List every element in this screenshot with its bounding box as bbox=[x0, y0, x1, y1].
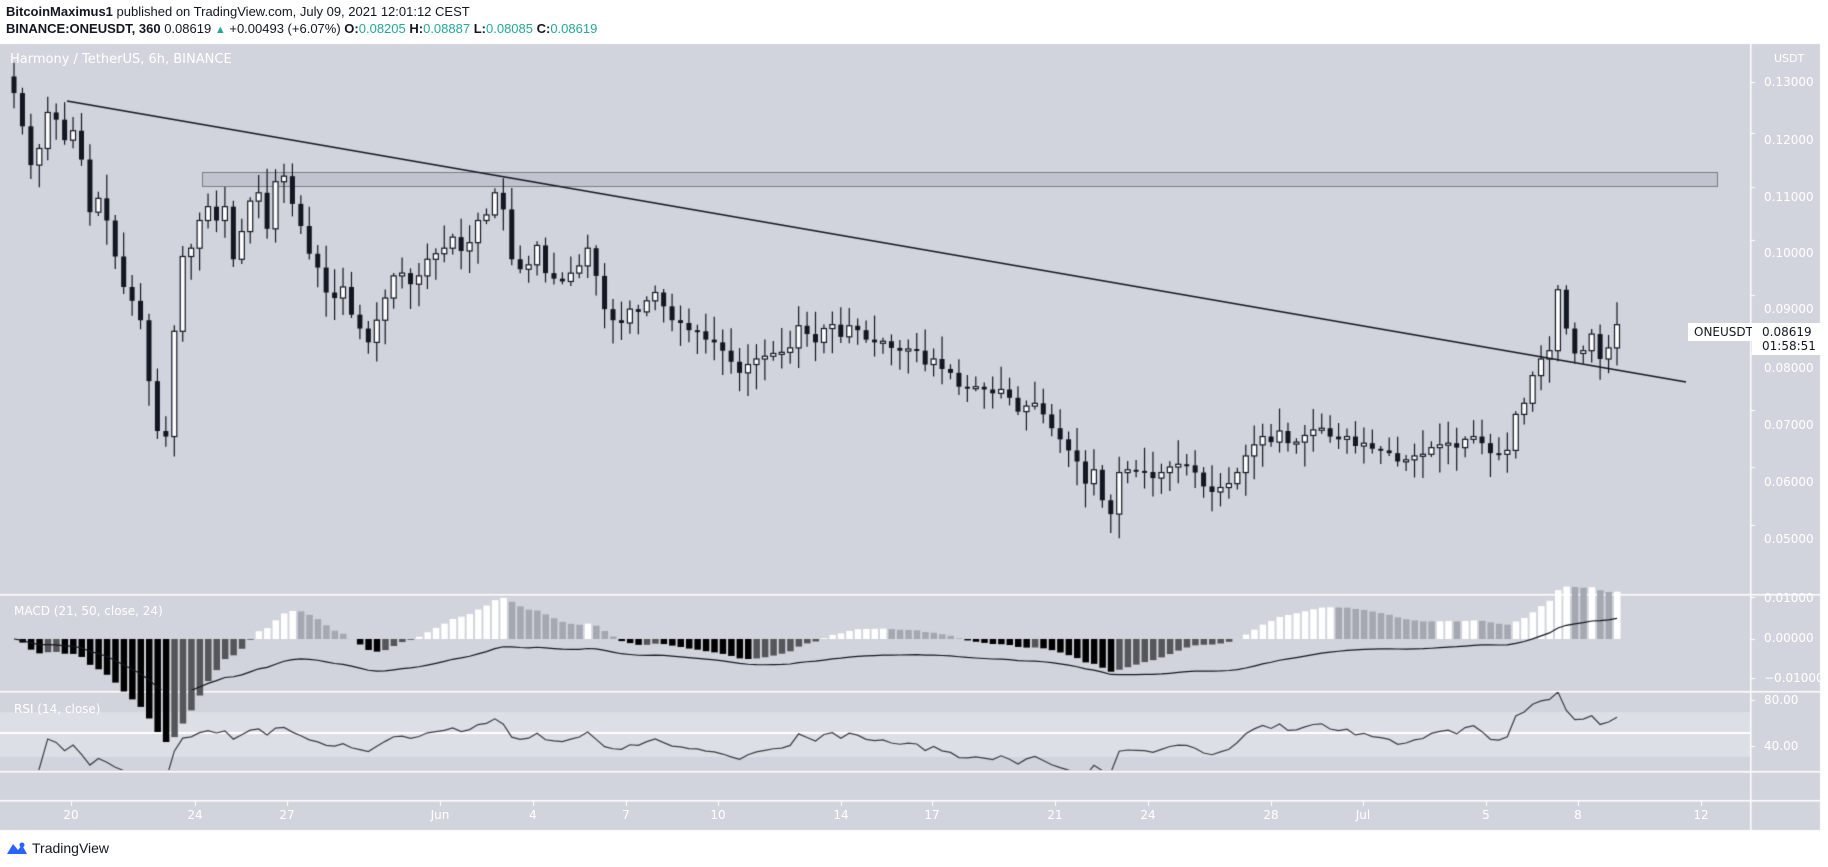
rsi-tick: 80.00 bbox=[1764, 693, 1799, 707]
time-tick: 20 bbox=[63, 808, 79, 822]
tradingview-brand: TradingView bbox=[32, 840, 110, 856]
close-label: C: bbox=[536, 21, 551, 36]
time-tick: Jul bbox=[1355, 808, 1371, 822]
bar-countdown: 01:58:51 bbox=[1762, 339, 1816, 353]
rsi-tick: 40.00 bbox=[1764, 739, 1799, 753]
symbol-price-label: ONEUSDT bbox=[1688, 323, 1759, 341]
chart-watermark: Harmony / TetherUS, 6h, BINANCE bbox=[10, 52, 232, 67]
price-tick: 0.08000 bbox=[1764, 361, 1814, 375]
last-price-tag: 0.08619 01:58:51 bbox=[1752, 323, 1826, 355]
macd-label[interactable]: MACD (21, 50, close, 24) bbox=[14, 604, 163, 618]
publish-date: published on TradingView.com, July 09, 2… bbox=[116, 4, 470, 19]
time-tick: 24 bbox=[1140, 808, 1156, 822]
macd-tick: 0.00000 bbox=[1764, 631, 1814, 645]
author-name[interactable]: BitcoinMaximus1 bbox=[6, 4, 113, 19]
time-tick: 7 bbox=[622, 808, 630, 822]
price-tick: 0.13000 bbox=[1764, 75, 1814, 89]
time-tick: 27 bbox=[279, 808, 295, 822]
tradingview-logo[interactable]: TradingView bbox=[6, 840, 109, 856]
tradingview-logo-icon bbox=[7, 842, 27, 854]
open-label: O: bbox=[344, 21, 359, 36]
time-tick: Jun bbox=[430, 808, 450, 822]
time-tick: 8 bbox=[1574, 808, 1582, 822]
macd-tick: −0.01000 bbox=[1764, 671, 1824, 685]
time-tick: 10 bbox=[710, 808, 726, 822]
time-tick: 12 bbox=[1693, 808, 1709, 822]
time-tick: 5 bbox=[1482, 808, 1490, 822]
up-triangle-icon: ▲ bbox=[214, 24, 226, 36]
low-value: 0.08085 bbox=[486, 21, 533, 36]
time-tick: 4 bbox=[529, 808, 537, 822]
time-tick: 28 bbox=[1263, 808, 1279, 822]
symbol-interval: BINANCE:ONEUSDT, 360 bbox=[6, 21, 161, 36]
last-price-value: 0.08619 bbox=[1762, 325, 1812, 339]
publish-info: BitcoinMaximus1 published on TradingView… bbox=[6, 4, 470, 19]
price-change: +0.00493 (+6.07%) bbox=[229, 21, 341, 36]
time-tick: 14 bbox=[833, 808, 849, 822]
price-tick: 0.09000 bbox=[1764, 302, 1814, 316]
price-axis-unit: USDT bbox=[1774, 52, 1805, 65]
low-label: L: bbox=[473, 21, 486, 36]
price-tick: 0.12000 bbox=[1764, 133, 1814, 147]
price-tick: 0.10000 bbox=[1764, 246, 1814, 260]
time-tick: 21 bbox=[1047, 808, 1063, 822]
close-value: 0.08619 bbox=[550, 21, 598, 36]
price-tick: 0.06000 bbox=[1764, 475, 1814, 489]
time-tick: 24 bbox=[187, 808, 203, 822]
rsi-label[interactable]: RSI (14, close) bbox=[14, 702, 101, 716]
last-price: 0.08619 bbox=[164, 21, 212, 36]
open-value: 0.08205 bbox=[358, 21, 406, 36]
high-label: H: bbox=[409, 21, 424, 36]
time-tick: 17 bbox=[924, 808, 940, 822]
symbol-ohlc-bar: BINANCE:ONEUSDT, 360 0.08619 ▲ +0.00493 … bbox=[6, 21, 597, 36]
macd-tick: 0.01000 bbox=[1764, 591, 1814, 605]
price-tick: 0.11000 bbox=[1764, 190, 1814, 204]
high-value: 0.08887 bbox=[423, 21, 471, 36]
price-tick: 0.05000 bbox=[1764, 532, 1814, 546]
price-tick: 0.07000 bbox=[1764, 418, 1814, 432]
